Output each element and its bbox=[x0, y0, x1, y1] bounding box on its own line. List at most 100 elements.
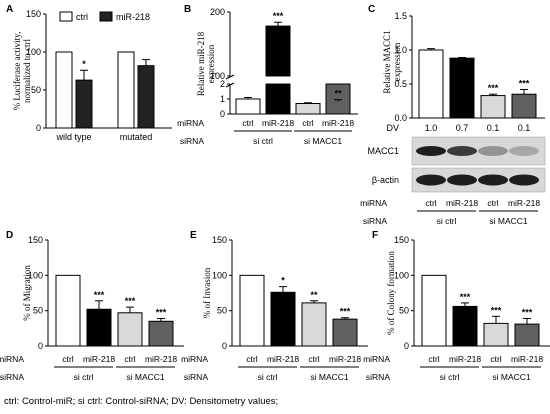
panel-f-y-label: % of Colony formation bbox=[386, 251, 396, 335]
panel-e-y-tick-label: 50 bbox=[217, 306, 227, 316]
panel-b-letter: B bbox=[184, 4, 191, 15]
panel-c-row-label-sirna: siRNA bbox=[363, 216, 387, 226]
panel-b-y-tick-label: 0 bbox=[220, 109, 225, 119]
panel-c-blot-band bbox=[416, 146, 446, 156]
panel-d-bar bbox=[117, 312, 143, 347]
panel-b-group-label: si MACC1 bbox=[304, 136, 343, 146]
panel-d-y-tick-label: 150 bbox=[28, 235, 43, 245]
panel-c-dv-value: 0.7 bbox=[456, 123, 469, 133]
panel-d-bar bbox=[55, 274, 81, 347]
panel-a-letter: A bbox=[6, 4, 13, 15]
panel-b-row-label-sirna: siRNA bbox=[180, 136, 204, 146]
panel-d-significance: *** bbox=[94, 290, 105, 300]
panel-b-y-label: Relative miR-218 bbox=[196, 31, 206, 96]
panel-e-y-tick-label: 100 bbox=[212, 270, 227, 280]
panel-d-mirna-label: miR-218 bbox=[83, 354, 115, 364]
panel-d-significance: *** bbox=[156, 307, 167, 317]
panel-d-bar bbox=[148, 320, 174, 347]
panel-c-blot-band bbox=[478, 146, 508, 156]
panel-b-bar bbox=[295, 103, 321, 115]
panel-e-bar bbox=[332, 318, 358, 347]
panel-b-y-label-2: expression bbox=[206, 44, 216, 83]
panel-a-bar bbox=[55, 51, 73, 129]
panel-f-y-tick-label: 0 bbox=[404, 341, 409, 351]
panel-a-y-tick-label: 100 bbox=[26, 47, 41, 57]
panel-f-bar bbox=[421, 274, 447, 347]
panel-b-bar-upper bbox=[265, 25, 291, 77]
panel-e-mirna-label: ctrl bbox=[246, 354, 257, 364]
panel-b-y-tick-label: 2 bbox=[220, 79, 225, 89]
panel-f-mirna-label: miR-218 bbox=[449, 354, 481, 364]
panel-f-group-label: si ctrl bbox=[440, 372, 460, 382]
panel-c-significance: *** bbox=[519, 78, 530, 88]
panel-e-row-label-mirna: miRNA bbox=[181, 354, 208, 364]
panel-a-y-tick-label: 0 bbox=[36, 123, 41, 133]
panel-c-mirna-label: miR-218 bbox=[508, 198, 540, 208]
panel-f-mirna-label: miR-218 bbox=[511, 354, 543, 364]
panel-a-category-label: wild type bbox=[55, 132, 91, 142]
panel-e-mirna-label: ctrl bbox=[308, 354, 319, 364]
panel-d-row-label-sirna: siRNA bbox=[0, 372, 24, 382]
panel-d-y-tick-label: 50 bbox=[33, 306, 43, 316]
panel-c-mirna-label: ctrl bbox=[487, 198, 498, 208]
panel-a-y-label-2: normalized to ctrl bbox=[22, 39, 32, 103]
panel-d-group-label: si ctrl bbox=[74, 372, 94, 382]
panel-c-blot-band bbox=[447, 174, 477, 186]
panel-e-row-label-sirna: siRNA bbox=[184, 372, 208, 382]
panel-d-mirna-label: miR-218 bbox=[145, 354, 177, 364]
panel-c-row-label-mirna: miRNA bbox=[360, 198, 387, 208]
panel-a-bar bbox=[117, 51, 135, 129]
panel-b-bar bbox=[235, 98, 261, 115]
panel-a-legend-swatch bbox=[99, 11, 113, 22]
panel-c-y-tick-label: 0.5 bbox=[394, 79, 407, 89]
panel-c-blot-band bbox=[478, 174, 508, 186]
panel-a-y-label: % Luciferase activity, bbox=[12, 32, 22, 111]
panel-e-mirna-label: miR-218 bbox=[329, 354, 361, 364]
panel-f-row-label-sirna: siRNA bbox=[366, 372, 390, 382]
panel-a-y-tick-label: 150 bbox=[26, 9, 41, 19]
panel-b-axis-break bbox=[225, 82, 235, 88]
panel-e-letter: E bbox=[190, 230, 197, 241]
panel-c-blot-band bbox=[416, 174, 446, 186]
panel-c-y-tick-label: 1.0 bbox=[394, 45, 407, 55]
panel-c-bar bbox=[480, 95, 506, 119]
panel-e-significance: ** bbox=[310, 290, 318, 300]
panel-c-bar bbox=[418, 49, 444, 119]
panel-f-bar bbox=[514, 323, 540, 347]
panel-e-group-label: si MACC1 bbox=[310, 372, 349, 382]
panel-f-mirna-label: ctrl bbox=[428, 354, 439, 364]
panel-e-y-label: % of Invasion bbox=[202, 267, 212, 318]
panel-f-significance: *** bbox=[460, 292, 471, 302]
panel-e-bar bbox=[270, 291, 296, 347]
panel-f-bar bbox=[452, 305, 478, 347]
panel-d-bar bbox=[86, 308, 112, 347]
panel-b-group-label: si ctrl bbox=[253, 136, 273, 146]
panel-d-mirna-label: ctrl bbox=[62, 354, 73, 364]
panel-b-bar-lower bbox=[325, 83, 351, 115]
panel-e-significance: * bbox=[281, 276, 285, 286]
panel-a-legend-label: ctrl bbox=[76, 12, 88, 22]
panel-f-significance: *** bbox=[522, 307, 533, 317]
panel-a-y-tick-label: 50 bbox=[31, 85, 41, 95]
panel-c-letter: C bbox=[368, 4, 375, 15]
panel-a-bar bbox=[137, 65, 155, 129]
panel-d-y-tick-label: 100 bbox=[28, 270, 43, 280]
panel-e-significance: *** bbox=[340, 307, 351, 317]
panel-a-significance: * bbox=[82, 59, 86, 69]
panel-d-y-tick-label: 0 bbox=[38, 341, 43, 351]
panel-b-mirna-label: miR-218 bbox=[322, 118, 354, 128]
panel-f-y-tick-label: 50 bbox=[399, 306, 409, 316]
panel-c-blot-band bbox=[509, 146, 539, 156]
panel-c-significance: *** bbox=[488, 83, 499, 93]
panel-e-bar bbox=[239, 274, 265, 347]
panel-d-y-label: % of Migration bbox=[22, 265, 32, 321]
panel-c-dv-label: DV bbox=[386, 123, 399, 133]
panel-b-y-tick-label: 1 bbox=[220, 94, 225, 104]
panel-e-mirna-label: miR-218 bbox=[267, 354, 299, 364]
panel-d-significance: *** bbox=[125, 296, 136, 306]
panel-a-legend-swatch bbox=[59, 11, 73, 22]
panel-c-blot-label: β-actin bbox=[372, 175, 399, 185]
panel-c-blot-label: MACC1 bbox=[367, 146, 399, 156]
panel-b-axis-break bbox=[225, 74, 235, 80]
panel-d-letter: D bbox=[6, 230, 13, 241]
